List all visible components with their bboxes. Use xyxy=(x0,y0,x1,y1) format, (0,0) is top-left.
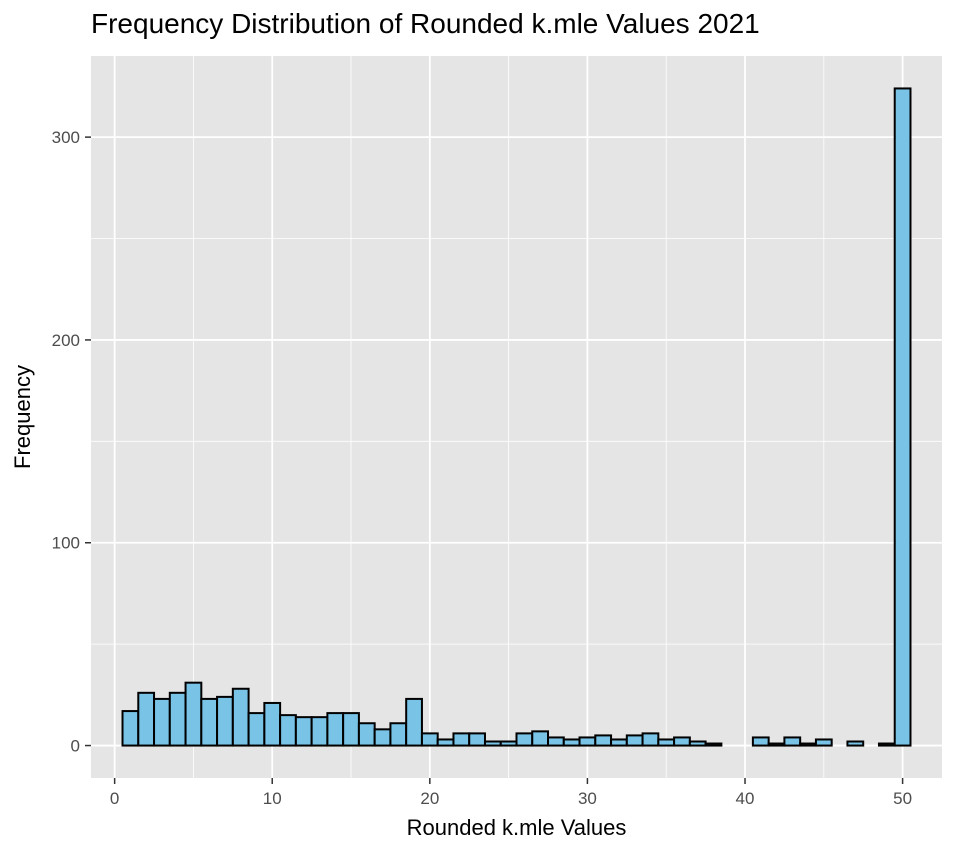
histogram-bar xyxy=(231,687,250,747)
histogram-bars xyxy=(121,87,912,747)
y-tick-label: 200 xyxy=(52,331,80,350)
histogram-bar xyxy=(673,736,691,747)
histogram-bar xyxy=(547,736,565,747)
histogram-bar xyxy=(625,734,644,747)
histogram-bar xyxy=(846,740,865,747)
histogram-bar xyxy=(294,716,313,747)
x-tick-label: 0 xyxy=(110,789,119,808)
histogram-bar xyxy=(767,742,786,747)
histogram-bar xyxy=(420,732,439,747)
x-axis-title: Rounded k.mle Values xyxy=(407,815,627,840)
histogram-bar xyxy=(200,697,219,747)
y-axis: 0 100 200 300 xyxy=(52,128,91,756)
y-tick-label: 300 xyxy=(52,128,80,147)
histogram-bar xyxy=(168,691,187,747)
minor-gridlines xyxy=(91,56,942,778)
plot-panel xyxy=(91,56,942,778)
histogram-bar xyxy=(657,738,676,747)
histogram-bar xyxy=(483,740,502,747)
histogram-bar xyxy=(531,730,550,747)
histogram-bar xyxy=(153,697,171,747)
x-tick-label: 10 xyxy=(263,789,282,808)
histogram-bar xyxy=(594,734,613,747)
y-axis-title: Frequency xyxy=(10,365,35,469)
histogram-bar xyxy=(342,712,360,747)
histogram-bar xyxy=(452,732,471,747)
histogram-bar xyxy=(373,728,392,747)
y-tick-label: 0 xyxy=(71,737,80,756)
histogram-bar xyxy=(499,740,518,747)
chart-title: Frequency Distribution of Rounded k.mle … xyxy=(91,8,760,39)
histogram-bar xyxy=(578,736,597,747)
x-tick-label: 50 xyxy=(893,789,912,808)
histogram-bar xyxy=(893,87,912,747)
x-axis: 0 10 20 30 40 50 xyxy=(110,778,912,808)
histogram-bar xyxy=(263,701,282,747)
histogram-bar xyxy=(814,738,833,747)
histogram-bar xyxy=(799,742,817,747)
histogram-bar xyxy=(688,740,707,747)
histogram-bar xyxy=(247,712,266,747)
x-tick-label: 30 xyxy=(578,789,597,808)
histogram-bar xyxy=(877,742,896,747)
histogram-bar xyxy=(310,716,329,747)
histogram-bar xyxy=(436,738,455,747)
x-tick-label: 20 xyxy=(420,789,439,808)
histogram-bar xyxy=(326,712,345,747)
histogram-bar xyxy=(137,691,156,747)
histogram-bar xyxy=(357,722,376,747)
histogram-bar xyxy=(389,722,408,747)
histogram-bar xyxy=(468,732,486,747)
histogram-bar xyxy=(751,736,770,747)
x-tick-label: 40 xyxy=(736,789,755,808)
histogram-bar xyxy=(704,742,723,747)
histogram-bar xyxy=(405,697,423,747)
histogram-bar xyxy=(279,714,297,747)
histogram-bar xyxy=(641,732,660,747)
histogram-bar xyxy=(562,738,581,747)
histogram-bar xyxy=(121,710,140,747)
histogram-bar xyxy=(184,681,203,747)
y-tick-label: 100 xyxy=(52,534,80,553)
histogram-bar xyxy=(783,736,802,747)
histogram-bar xyxy=(216,695,234,747)
histogram-bar xyxy=(515,732,534,747)
histogram-bar xyxy=(610,738,628,747)
